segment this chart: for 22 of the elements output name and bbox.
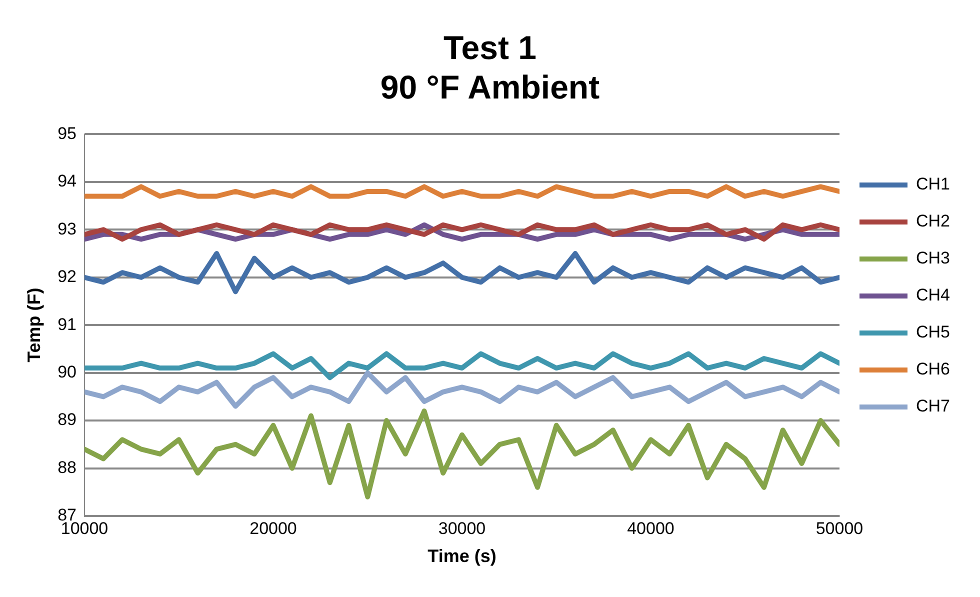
y-tick-label: 94 [58,172,77,191]
y-tick-label: 90 [58,362,77,382]
y-tick-label: 93 [58,219,77,238]
legend-label: CH4 [916,286,950,305]
y-tick-label: 92 [58,267,77,286]
y-tick-label: 89 [58,410,77,430]
y-tick-label: 88 [58,458,77,477]
x-tick-label: 40000 [627,518,674,538]
x-tick-label: 20000 [250,518,297,538]
y-tick-label: 91 [58,314,77,334]
legend-label: CH3 [916,248,950,268]
x-axis-title: Time (s) [428,546,496,566]
legend-label: CH6 [916,360,950,379]
legend-label: CH1 [916,174,950,194]
legend-label: CH7 [916,396,950,416]
x-tick-label: 50000 [816,518,864,538]
chart-title: Test 1 90 °F Ambient [380,28,600,106]
y-tick-label: 95 [58,124,77,143]
legend-label: CH2 [916,212,950,231]
y-axis-title: Temp (F) [24,288,44,362]
x-tick-label: 30000 [438,518,486,538]
legend-label: CH5 [916,322,950,342]
